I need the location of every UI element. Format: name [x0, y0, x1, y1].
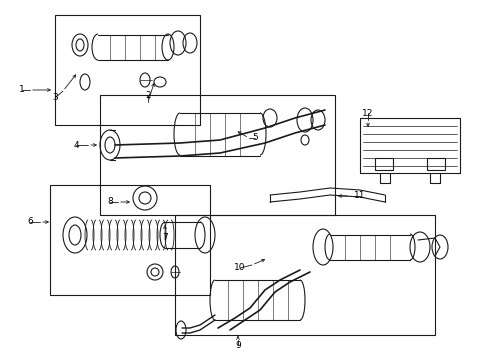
- Text: 10: 10: [234, 264, 245, 273]
- Bar: [175, 215, 434, 335]
- Bar: [374, 158, 392, 170]
- Bar: [426, 158, 444, 170]
- Text: 9: 9: [235, 341, 241, 350]
- Text: 4: 4: [73, 140, 79, 149]
- Text: 7: 7: [162, 234, 167, 243]
- Text: 8: 8: [107, 198, 113, 207]
- Bar: [100, 95, 334, 215]
- Bar: [55, 15, 200, 125]
- Text: 2: 2: [145, 90, 150, 99]
- Text: 6: 6: [27, 217, 33, 226]
- Bar: [50, 185, 209, 295]
- Text: 12: 12: [362, 108, 373, 117]
- Text: 3: 3: [52, 94, 58, 103]
- Text: 5: 5: [252, 134, 257, 143]
- Text: 11: 11: [353, 192, 365, 201]
- Text: 1: 1: [19, 85, 25, 94]
